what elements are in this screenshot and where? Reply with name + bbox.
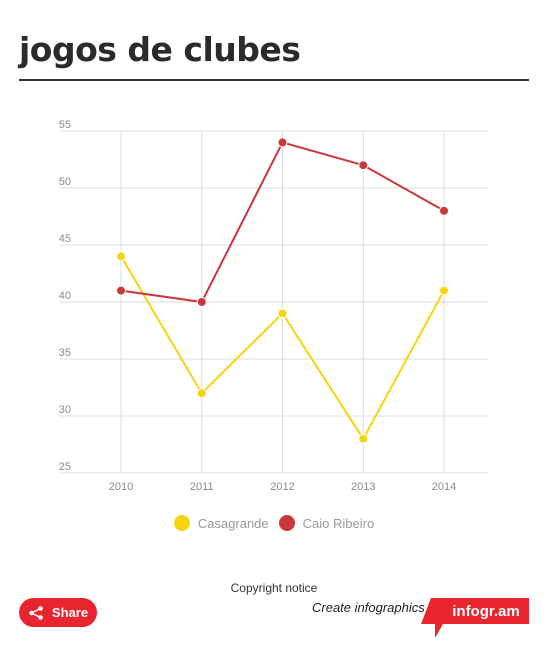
legend-label-caio-ribeiro: Caio Ribeiro — [302, 515, 375, 531]
data-point-caio-ribeiro — [116, 285, 126, 296]
y-tick-label: 45 — [59, 233, 71, 245]
brand-banner-shape — [421, 598, 529, 638]
y-tick-label: 25 — [59, 461, 71, 473]
data-point-caio-ribeiro — [358, 160, 369, 171]
data-point-casagrande — [358, 433, 369, 444]
x-tick-label: 2010 — [109, 481, 133, 493]
infogram-logo-button[interactable]: infogr.am — [421, 598, 529, 638]
data-point-casagrande — [277, 308, 288, 319]
share-icon — [29, 605, 43, 620]
y-tick-label: 40 — [59, 290, 71, 302]
create-infographics-link[interactable]: Create infographics — [312, 600, 425, 615]
x-tick-label: 2011 — [190, 481, 214, 493]
title-divider — [19, 79, 529, 81]
share-label: Share — [51, 605, 89, 620]
data-point-casagrande — [116, 251, 126, 262]
data-point-caio-ribeiro — [439, 205, 449, 216]
copyright-notice[interactable]: Copyright notice — [230, 581, 318, 595]
x-tick-label: 2013 — [351, 481, 375, 493]
page-title: jogos de clubes — [19, 30, 301, 69]
data-point-caio-ribeiro — [196, 297, 207, 307]
data-point-caio-ribeiro — [277, 137, 288, 148]
legend-item-caio-ribeiro[interactable]: Caio Ribeiro — [278, 515, 375, 531]
line-chart: 25 30 35 40 45 50 55 2010 2011 2012 2013 2014 — [59, 119, 488, 493]
y-tick-label: 35 — [59, 347, 71, 359]
chart-legend: Casagrande Caio Ribeiro — [0, 515, 548, 531]
x-tick-label: 2014 — [432, 481, 456, 493]
share-button[interactable]: Share — [19, 598, 97, 627]
legend-marker-casagrande — [173, 515, 190, 531]
legend-item-casagrande[interactable]: Casagrande — [173, 515, 269, 531]
y-tick-label: 50 — [59, 176, 71, 188]
data-point-casagrande — [439, 285, 449, 296]
data-point-casagrande — [196, 388, 207, 399]
y-tick-label: 30 — [59, 404, 71, 416]
x-tick-label: 2012 — [270, 481, 294, 493]
legend-marker-caio-ribeiro — [278, 515, 295, 531]
y-tick-label: 55 — [59, 119, 71, 131]
brand-label: infogr.am — [452, 603, 520, 620]
legend-label-casagrande: Casagrande — [197, 515, 269, 531]
